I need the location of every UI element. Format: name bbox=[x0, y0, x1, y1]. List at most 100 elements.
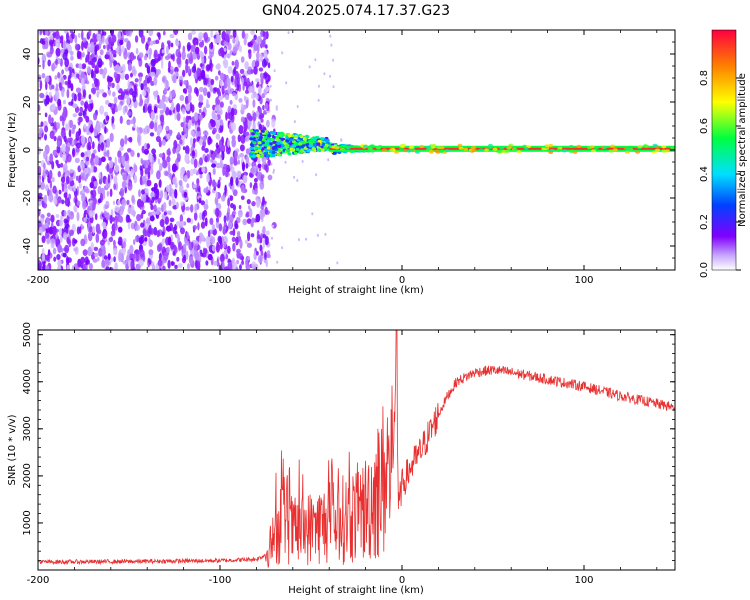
spectrogram-noise-point bbox=[65, 256, 70, 265]
spectrogram-noise-point bbox=[218, 70, 221, 76]
spectrogram-noise-point bbox=[147, 105, 152, 114]
spectrogram-noise-point bbox=[153, 76, 158, 86]
chart-title: GN04.2025.074.17.37.G23 bbox=[262, 3, 450, 19]
spectrogram-noise-point bbox=[246, 218, 252, 224]
spectrogram-noise-point bbox=[153, 226, 158, 236]
spectrogram-noise-point bbox=[215, 191, 219, 200]
spectrogram-signal-point bbox=[263, 151, 268, 155]
spectrogram-noise-point bbox=[58, 82, 62, 89]
spectrogram-noise-point bbox=[159, 163, 163, 172]
spectrogram-noise-point bbox=[104, 126, 107, 134]
spectrogram-noise-point bbox=[42, 202, 47, 209]
spectrogram-noise-point bbox=[276, 260, 279, 264]
spectrogram-noise-point bbox=[137, 134, 141, 144]
spectrogram-noise-point bbox=[236, 170, 242, 179]
spectrogram-signal-point bbox=[562, 149, 567, 153]
spectrogram-noise-point bbox=[98, 172, 102, 180]
spectrogram-noise-point bbox=[176, 112, 181, 122]
spectrogram-noise-point bbox=[231, 138, 236, 148]
spectrogram-noise-point bbox=[263, 49, 268, 59]
spectrogram-noise-point bbox=[179, 75, 184, 81]
spectrogram-noise-point bbox=[220, 72, 225, 81]
spectrogram-noise-point bbox=[265, 236, 269, 246]
spectrogram-noise-point bbox=[323, 72, 326, 76]
spectrogram-noise-point bbox=[211, 163, 217, 168]
spectrogram-noise-point bbox=[273, 69, 276, 73]
spectrogram-noise-point bbox=[87, 246, 92, 257]
spectrogram-noise-point bbox=[211, 245, 216, 252]
spectrogram-noise-point bbox=[158, 252, 162, 262]
spectrogram-signal-point bbox=[257, 146, 262, 150]
spectrogram-noise-point bbox=[47, 249, 51, 257]
spectrogram-noise-point bbox=[134, 224, 140, 232]
spectrogram-noise-point bbox=[191, 150, 196, 157]
spectrogram-noise-point bbox=[169, 33, 175, 39]
spectrogram-noise-point bbox=[179, 221, 185, 227]
spectrogram-noise-point bbox=[232, 30, 237, 39]
spectrogram-noise-point bbox=[51, 103, 56, 111]
spectrogram-noise-point bbox=[191, 241, 194, 248]
spectrogram-noise-point bbox=[180, 227, 185, 235]
spectrogram-noise-point bbox=[185, 145, 190, 155]
spectrogram-noise-point bbox=[215, 219, 220, 229]
spectrogram-signal-point bbox=[249, 137, 254, 141]
spectrogram-noise-point bbox=[64, 191, 68, 199]
spectrogram-noise-point bbox=[63, 210, 67, 217]
spectrogram-noise-point bbox=[103, 44, 106, 50]
spectrogram-noise-point bbox=[107, 174, 111, 184]
spectrogram-noise-point bbox=[82, 249, 88, 256]
spectrogram-noise-point bbox=[45, 95, 50, 105]
spectrogram-signal-point bbox=[272, 140, 277, 144]
spectrogram-noise-point bbox=[68, 193, 71, 200]
spectrogram-noise-point bbox=[134, 78, 139, 83]
spectrogram-noise-point bbox=[226, 53, 231, 59]
spectrogram-noise-point bbox=[70, 83, 74, 92]
spectrogram-noise-point bbox=[305, 237, 308, 241]
spectrogram-noise-point bbox=[129, 244, 134, 255]
spectrogram-noise-point bbox=[264, 71, 268, 79]
spectrogram-noise-point bbox=[75, 147, 80, 153]
spectrogram-noise-point bbox=[166, 40, 171, 45]
spectrogram-noise-point bbox=[62, 152, 67, 162]
spectrogram-noise-point bbox=[171, 193, 175, 202]
spectrogram-noise-point bbox=[203, 203, 209, 210]
spectrogram-noise-point bbox=[206, 173, 210, 183]
spectrogram-noise-point bbox=[142, 228, 147, 237]
spectrogram-noise-point bbox=[175, 48, 181, 58]
spectrogram-noise-point bbox=[167, 236, 172, 246]
spectrogram-signal-point bbox=[259, 151, 263, 155]
spectrogram-noise-point bbox=[139, 76, 142, 82]
spectrogram-noise-point bbox=[222, 59, 228, 66]
spectrogram-noise-point bbox=[176, 256, 180, 262]
spectrogram-noise-point bbox=[240, 184, 245, 193]
spectrogram-noise-point bbox=[179, 82, 183, 87]
spectrogram-noise-point bbox=[83, 217, 87, 223]
spectrogram-noise-point bbox=[82, 200, 87, 210]
spectrogram-noise-point bbox=[205, 235, 210, 245]
spectrogram-signal-point bbox=[556, 148, 562, 152]
spectrogram-noise-point bbox=[74, 93, 77, 102]
spectrogram-noise-point bbox=[215, 142, 219, 149]
spectrogram-noise-point bbox=[91, 141, 95, 150]
spectrogram-noise-point bbox=[67, 79, 72, 89]
spectrogram-noise-point bbox=[224, 169, 229, 178]
spectrogram-noise-point bbox=[177, 153, 181, 162]
spectrogram-noise-point bbox=[267, 62, 271, 69]
spectrogram-noise-point bbox=[117, 150, 122, 159]
spectrogram-noise-point bbox=[127, 249, 131, 257]
spectrogram-noise-point bbox=[43, 150, 47, 160]
spectrogram-noise-point bbox=[210, 158, 214, 163]
spectrogram-noise-point bbox=[45, 254, 50, 261]
snr-series-line bbox=[38, 330, 675, 568]
spectrogram-signal-point bbox=[269, 130, 274, 135]
spectrogram-noise-point bbox=[78, 183, 83, 189]
spectrogram-noise-point bbox=[251, 93, 256, 100]
spectrogram-noise-point bbox=[150, 81, 155, 86]
spectrogram-noise-point bbox=[153, 186, 158, 195]
spectrogram-noise-point bbox=[176, 201, 179, 209]
spectrogram-noise-point bbox=[127, 148, 132, 153]
spectrogram-noise-point bbox=[161, 59, 164, 69]
spectrogram-noise-point bbox=[88, 30, 92, 37]
spectrogram-noise-point bbox=[112, 123, 116, 130]
spectrogram-noise-point bbox=[121, 198, 127, 207]
